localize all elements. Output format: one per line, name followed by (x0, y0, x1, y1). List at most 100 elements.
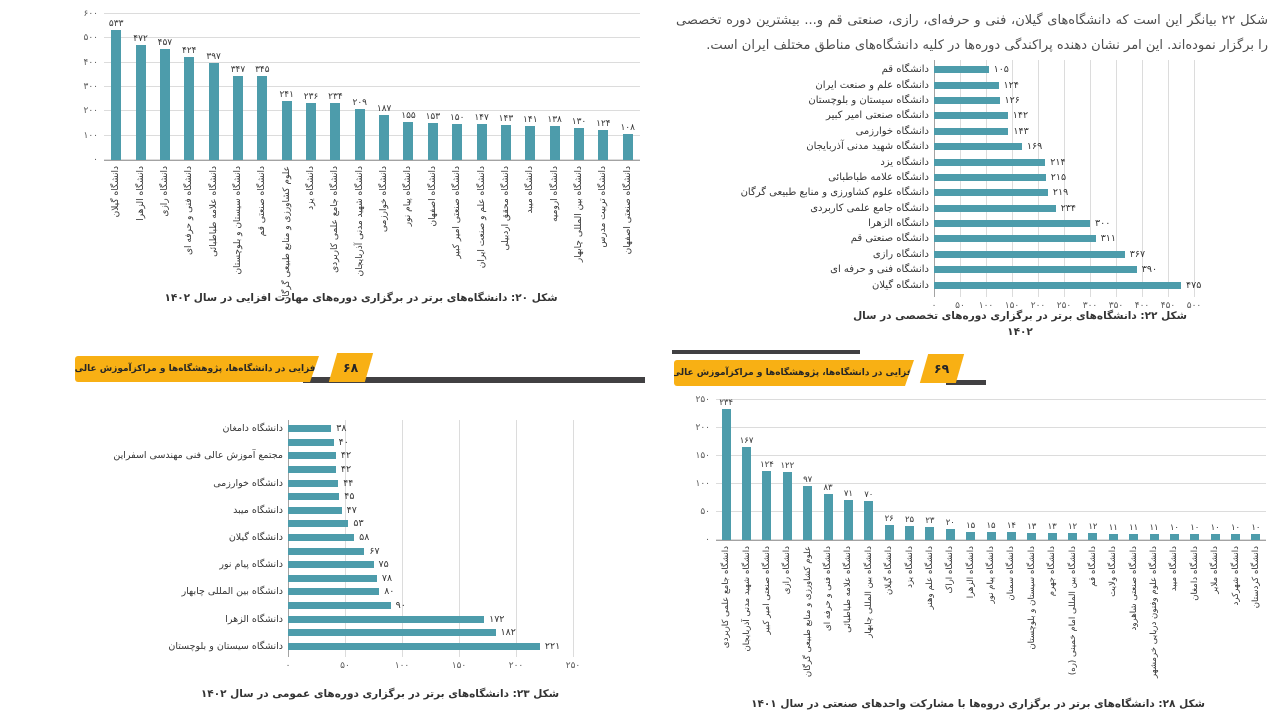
gridline (573, 420, 574, 658)
gridline (1194, 60, 1195, 297)
bar-group: ۸۳ (818, 400, 838, 540)
gridline (1142, 60, 1143, 297)
bar (288, 602, 391, 610)
gridline (1116, 60, 1117, 297)
gridline (716, 399, 1266, 400)
chart-figure-20: ۰ ۱۰۰ ۲۰۰ ۳۰۰ ۴۰۰ ۵۰۰ ۶۰۰ ۵۳۳ ۴۷۲ ۴۵۷ ۴۲۴ ۳۹۷ … (78, 6, 644, 303)
y-axis-tick-label: ۵۰ (700, 507, 710, 517)
bar (1129, 533, 1139, 540)
bar (288, 520, 349, 528)
gridline (104, 37, 640, 39)
gridline (716, 483, 1266, 484)
bar-row: دانشگاه علم و صنعت ایران ۱۲۴ (672, 77, 1201, 92)
bar-value-label: ۱۷۲ (489, 613, 505, 625)
bar-group: ۱۱ (1144, 400, 1164, 540)
x-axis-category: دانشگاه جامع علمی کاربردی (330, 166, 341, 273)
y-axis-category: دانشگاه میبد (233, 504, 283, 516)
x-axis-tick-label: ۱۵۰ (1004, 301, 1020, 311)
y-axis-tick-label: ۶۰۰ (83, 9, 98, 19)
bar-group: ۱۵ (981, 400, 1001, 540)
x-axis-category: دانشگاه شهرکرد (1230, 546, 1241, 606)
bar-group: ۴۲۴ (177, 14, 201, 160)
figure-22-caption-line2: ۱۴۰۲ (1007, 326, 1033, 338)
bar-value-label: ۷۵ (378, 559, 389, 571)
x-axis-category: دانشگاه یزد (904, 546, 915, 588)
bar-group: ۳۴۷ (226, 14, 250, 160)
y-axis-category: دانشگاه سیستان و بلوچستان (808, 94, 929, 106)
x-axis-tick-label: ۵۰۰ (1186, 301, 1202, 311)
gridline (1064, 60, 1065, 297)
page-banner-left: مهارت‌افزایی در دانشگاه‌ها، پژوهشگاه‌ها … (75, 350, 645, 388)
x-axis-tick-label: ۴۰۰ (1134, 301, 1150, 311)
bar-group: ۱۱ (1124, 400, 1144, 540)
figure-20-caption: شکل ۲۰: دانشگاه‌های برتر در برگزاری دوره… (164, 292, 558, 304)
bar (782, 471, 792, 540)
bar-value-label: ۱۲ (1088, 522, 1098, 533)
bar (549, 126, 560, 160)
bar (232, 75, 243, 160)
bar (354, 109, 365, 160)
bar (934, 266, 1137, 274)
bar-row: مجتمع آموزش عالی فنی مهندسی اسفراین ۴۲ (113, 449, 560, 463)
bar (905, 526, 915, 540)
x-axis-category: دانشگاه صنعتی اصفهان (622, 166, 633, 255)
bar (1169, 534, 1179, 540)
y-axis-category: دانشگاه قم (881, 64, 929, 76)
bar (330, 103, 341, 160)
x-axis-category: دانشگاه شهید مدنی آذربایجان (741, 546, 752, 652)
bar-value-label: ۵۳ (353, 518, 364, 530)
bar-group: ۹۷ (798, 400, 818, 540)
x-axis-tick-label: ۳۰۰ (1082, 301, 1098, 311)
x-axis-category: دانشگاه رازی (159, 166, 170, 217)
x-axis-category: دانشگاه فنی و حرفه ای (823, 546, 834, 631)
bar-group: ۱۰ (1246, 400, 1266, 540)
x-axis-category: دانشگاه اراک (945, 546, 956, 594)
x-axis-labels: ۰ ۵۰ ۱۰۰ ۱۵۰ ۲۰۰ ۲۵۰ (120, 661, 640, 673)
bar-row: دانشگاه سیستان و بلوچستان ۲۲۱ (120, 640, 560, 654)
bar (1068, 533, 1078, 540)
bar-value-label: ۱۲۲ (780, 460, 795, 471)
bar (288, 452, 336, 460)
y-axis-category: دانشگاه بین المللی چابهار (181, 586, 283, 598)
banner-title-bar: مهارت‌افزایی در دانشگاه‌ها، پژوهشگاه‌ها … (75, 356, 319, 382)
x-axis-category: دانشگاه شهید مدنی آذربایجان (354, 166, 365, 277)
x-axis-category: دانشگاه سیستان و بلوچستان (1026, 546, 1037, 650)
x-axis-category: دانشگاه میبد (1169, 546, 1180, 592)
bar-group: ۲۴۱ (275, 14, 299, 160)
bar-row: ۷۸ (120, 572, 560, 586)
bar-value-label: ۱۰ (1190, 523, 1200, 534)
bar-group: ۱۱ (1103, 400, 1123, 540)
figure-28-caption: شکل ۲۸: دانشگاه‌های برتر در برگزاری دروه… (751, 698, 1205, 710)
bar (288, 642, 540, 650)
plot-area: دانشگاه دامغان ۳۸ ۴۰ مجتمع آموزش عالی فن… (113, 422, 560, 654)
bar-value-label: ۴۷۲ (133, 34, 148, 45)
bar (934, 81, 999, 89)
bar-row: دانشگاه گیلان ۵۸ (120, 531, 560, 545)
bar (884, 525, 894, 540)
bar-value-label: ۱۳ (1047, 521, 1057, 532)
y-axis-category: دانشگاه علوم کشاورزی و منابع طبیعی گرگان (740, 187, 929, 199)
bar-value-label: ۳۱۱ (1100, 233, 1116, 245)
gridline (1090, 60, 1091, 297)
bar (934, 66, 989, 74)
page-number: ۶۹ (934, 361, 950, 376)
y-axis-category: دانشگاه دامغان (222, 423, 283, 435)
chart-figure-28: ۰ ۵۰ ۱۰۰ ۱۵۰ ۲۰۰ ۲۵۰ ۲۳۴ ۱۶۷ ۱۲۴ ۱۲۲ ۹۷ ۸۳ ۷۱… (688, 392, 1268, 694)
x-axis-category: دانشگاه ارومیه (549, 166, 560, 222)
bar-group: ۱۲ (1083, 400, 1103, 540)
bar-group: ۱۰ (1205, 400, 1225, 540)
x-axis-category: دانشگاه علم وهنر (924, 546, 935, 610)
bar-value-label: ۳۴۷ (230, 64, 246, 75)
y-axis-tick-label: ۴۰۰ (83, 57, 98, 68)
bar (288, 479, 339, 487)
bar (622, 133, 633, 160)
bar-value-label: ۱۱ (1129, 522, 1139, 533)
bar (135, 45, 146, 160)
bar-value-label: ۳۴۵ (255, 65, 270, 75)
x-axis-category: علوم کشاورزی و منابع طبیعی گرگان (802, 546, 813, 678)
bar (934, 189, 1048, 197)
bar-value-label: ۴۰ (338, 436, 349, 448)
bar-row: دانشگاه سیستان و بلوچستان ۱۲۶ (672, 93, 1201, 108)
bar-row: دانشگاه صنعتی امیر کبیر ۱۴۲ (672, 108, 1201, 123)
